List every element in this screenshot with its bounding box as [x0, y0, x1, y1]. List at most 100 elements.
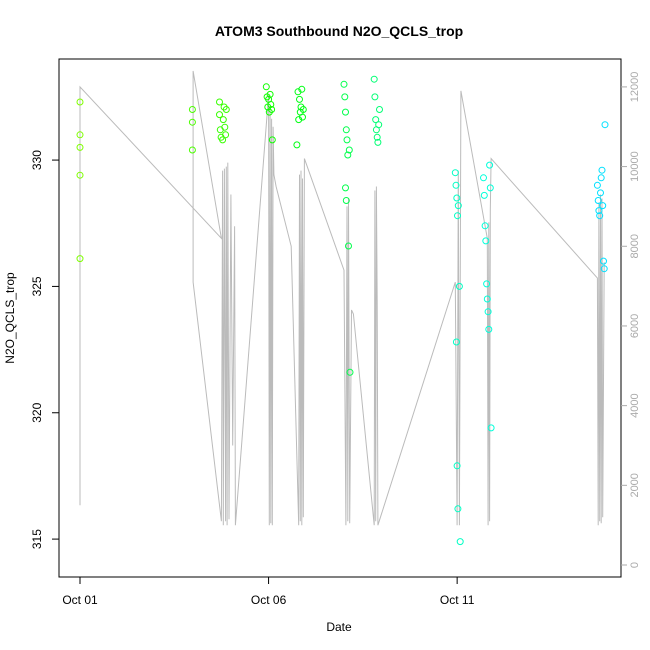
data-point — [341, 93, 349, 101]
data-point — [371, 93, 379, 101]
data-point — [451, 169, 459, 177]
data-point — [268, 106, 276, 113]
data-point — [456, 538, 464, 546]
data-point — [593, 181, 601, 189]
data-point — [344, 151, 352, 159]
data-point — [453, 194, 461, 202]
data-point — [482, 237, 490, 245]
data-point — [188, 106, 196, 113]
data-point — [372, 116, 380, 124]
y2-tick-label-4: 8000 — [629, 234, 641, 258]
data-point — [222, 106, 230, 113]
data-point — [296, 95, 303, 103]
data-point — [76, 143, 84, 151]
y-tick-label-3: 330 — [30, 150, 44, 170]
data-point — [346, 368, 354, 376]
data-point — [188, 118, 196, 126]
data-point — [376, 106, 383, 113]
altitude-line-layer — [79, 70, 605, 526]
data-point — [375, 121, 383, 129]
data-point — [452, 181, 460, 189]
y-axis-label: N2O_QCLS_trop — [3, 272, 17, 364]
data-point — [340, 80, 348, 88]
y-tick-label-2: 325 — [30, 276, 44, 296]
data-point — [481, 222, 489, 230]
data-point — [267, 101, 275, 108]
data-points-layer — [76, 75, 609, 546]
x-tick-label-2: Oct 11 — [440, 593, 475, 607]
data-point — [299, 113, 306, 121]
y2-tick-label-6: 12000 — [629, 72, 641, 103]
data-point — [374, 138, 382, 146]
y-axis-right: 0 2000 4000 6000 8000 10000 12000 — [621, 72, 641, 568]
data-point — [188, 146, 196, 154]
chart-title: ATOM3 Southbound N2O_QCLS_trop — [215, 23, 463, 39]
data-point — [596, 212, 604, 220]
y2-tick-label-5: 10000 — [629, 151, 641, 182]
data-point — [342, 126, 350, 134]
data-point — [485, 325, 493, 333]
data-point — [480, 174, 487, 182]
data-point — [483, 280, 491, 288]
data-point — [216, 98, 223, 106]
data-point — [262, 83, 270, 91]
x-axis-label: Date — [326, 620, 352, 634]
data-point — [76, 171, 84, 179]
data-point — [454, 202, 462, 210]
data-point — [219, 116, 227, 124]
data-point — [298, 85, 306, 93]
data-point — [345, 146, 353, 154]
y-tick-label-0: 315 — [30, 529, 44, 549]
data-point — [76, 98, 84, 106]
x-tick-label-1: Oct 06 — [251, 593, 287, 607]
data-point — [597, 189, 604, 197]
data-point — [216, 111, 223, 119]
data-point — [487, 424, 495, 432]
data-point — [452, 338, 460, 346]
data-point — [76, 255, 84, 263]
data-point — [453, 462, 461, 470]
plot-frame — [58, 58, 622, 578]
data-point — [455, 282, 463, 290]
data-point — [454, 212, 461, 220]
data-point — [373, 133, 381, 141]
data-point — [483, 295, 491, 303]
altitude-line-0 — [79, 70, 605, 526]
data-point — [293, 141, 301, 149]
y-tick-label-1: 320 — [30, 402, 44, 422]
data-point — [486, 184, 494, 192]
data-point — [594, 197, 602, 204]
data-point — [342, 197, 350, 204]
data-point — [345, 242, 352, 250]
data-point — [480, 191, 488, 199]
data-point — [266, 90, 274, 98]
data-point — [484, 308, 492, 316]
y2-tick-label-2: 4000 — [629, 393, 641, 417]
y2-tick-label-0: 0 — [629, 562, 641, 568]
y2-tick-label-3: 6000 — [629, 314, 641, 338]
data-point — [299, 106, 307, 113]
data-point — [595, 207, 603, 215]
data-point — [222, 131, 230, 139]
data-point — [599, 202, 607, 210]
data-point — [600, 257, 607, 265]
data-point — [219, 136, 227, 144]
data-point — [600, 265, 608, 273]
x-axis: Oct 01 Oct 06 Oct 11 — [62, 577, 475, 607]
data-point — [601, 121, 609, 129]
data-point — [216, 126, 224, 134]
data-point — [342, 184, 349, 192]
data-point — [342, 108, 349, 116]
data-point — [221, 123, 229, 131]
data-point — [370, 75, 378, 83]
data-point — [597, 174, 605, 182]
data-point — [486, 161, 494, 169]
data-point — [343, 136, 351, 144]
data-point — [598, 166, 606, 174]
x-tick-label-0: Oct 01 — [62, 593, 98, 607]
data-point — [268, 136, 276, 144]
y-axis-left: 315 320 325 330 — [30, 150, 59, 549]
data-point — [454, 505, 462, 513]
y2-tick-label-1: 2000 — [629, 473, 641, 497]
